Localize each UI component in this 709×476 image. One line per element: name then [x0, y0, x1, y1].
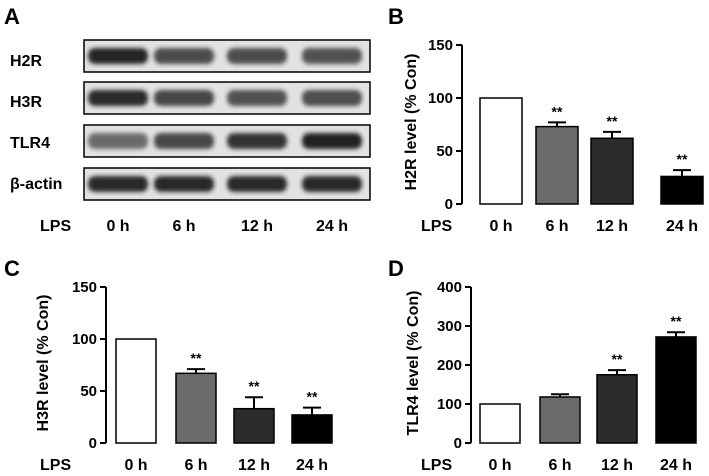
lps-label-a: LPS	[40, 218, 71, 235]
y-tick-label-b-150: 150	[428, 37, 453, 54]
category-label-c-2: 6 h	[184, 457, 207, 474]
significance-b-4: **	[677, 151, 688, 167]
bar-b-3	[590, 137, 634, 205]
y-axis-label-c: H3R level (% Con)	[35, 295, 52, 432]
category-label-d-2: 6 h	[548, 457, 571, 474]
band-beta-actin-lane-4	[302, 176, 362, 192]
band-h3r-lane-1	[88, 90, 148, 106]
band-tlr4-lane-4	[302, 133, 362, 149]
y-tick-label-d-200: 200	[437, 357, 462, 374]
significance-c-3: **	[249, 378, 260, 394]
bar-c-3	[233, 407, 275, 444]
band-h2r-lane-4	[302, 48, 362, 64]
bar-b-4	[660, 175, 704, 205]
category-label-b-2: 6 h	[545, 218, 568, 235]
plot-d: 0 100 200 300 400 0 h 6 h ** 12 h ** 24 h	[437, 279, 697, 474]
category-label-d-1: 0 h	[488, 457, 511, 474]
category-label-d-3: 12 h	[601, 457, 633, 474]
band-tlr4-lane-1	[88, 133, 148, 149]
lane-label-12h: 12 h	[241, 218, 273, 235]
lps-label-d: LPS	[421, 457, 452, 474]
y-axis-label-d: TLR4 level (% Con)	[405, 291, 422, 436]
panel-a-western-blot: A H2R H3R TLR4 β-actin LPS 0 h 6 h 12 h …	[4, 4, 371, 235]
bar-c-2	[175, 372, 217, 444]
plot-c: 0 50 100 150 0 h ** 6 h ** 12 h ** 24 h	[72, 279, 333, 474]
band-h3r-lane-3	[227, 90, 287, 106]
y-tick-label-c-150: 150	[72, 279, 97, 296]
y-tick-label-b-100: 100	[428, 90, 453, 107]
blot-label-h3r: H3R	[10, 94, 42, 111]
y-tick-label-d-400: 400	[437, 279, 462, 296]
blot-strip-tlr4	[83, 124, 371, 158]
panel-letter-c: C	[4, 256, 20, 281]
panel-b-h2r-chart: B H2R level (% Con) 0 50 100 150 0 h ** 6 h ** 1…	[388, 4, 704, 235]
category-label-b-3: 12 h	[596, 218, 628, 235]
category-label-c-4: 24 h	[296, 457, 328, 474]
band-tlr4-lane-2	[154, 133, 214, 149]
bar-c-1	[115, 338, 157, 444]
y-tick-label-c-50: 50	[80, 383, 97, 400]
panel-c-h3r-chart: C H3R level (% Con) 0 50 100 150 0 h ** 6 h ** 1…	[4, 256, 333, 474]
bar-d-4	[655, 336, 697, 444]
bar-b-1	[479, 97, 523, 205]
y-tick-label-d-300: 300	[437, 318, 462, 335]
blot-strips	[83, 39, 371, 201]
category-label-b-4: 24 h	[666, 218, 698, 235]
category-label-d-4: 24 h	[660, 457, 692, 474]
y-tick-label-d-100: 100	[437, 396, 462, 413]
band-beta-actin-lane-3	[227, 176, 287, 192]
significance-d-4: **	[671, 313, 682, 329]
y-axis-label-b: H2R level (% Con)	[403, 54, 420, 191]
band-h2r-lane-2	[154, 48, 214, 64]
panel-d-tlr4-chart: D TLR4 level (% Con) 0 100 200 300 400 0 h 6 h…	[388, 256, 697, 474]
blot-strip-h3r	[83, 81, 371, 115]
y-tick-label-b-0: 0	[445, 196, 453, 213]
bar-b-2	[535, 125, 579, 205]
panel-letter-a: A	[4, 4, 20, 29]
significance-d-3: **	[612, 351, 623, 367]
y-tick-label-c-100: 100	[72, 331, 97, 348]
bar-d-2	[539, 396, 581, 444]
band-h3r-lane-2	[154, 90, 214, 106]
significance-c-4: **	[307, 389, 318, 405]
band-h3r-lane-4	[302, 90, 362, 106]
blot-label-tlr4: TLR4	[10, 135, 50, 152]
lane-label-0h: 0 h	[106, 218, 129, 235]
blot-strip-h2r	[83, 39, 371, 73]
band-beta-actin-lane-1	[88, 176, 148, 192]
plot-b: 0 50 100 150 0 h ** 6 h ** 12 h ** 24 h	[428, 37, 704, 235]
significance-b-2: **	[552, 103, 563, 119]
band-tlr4-lane-3	[227, 133, 287, 149]
blot-label-h2r: H2R	[10, 53, 42, 70]
lane-label-24h: 24 h	[316, 218, 348, 235]
blot-label-beta-actin: β-actin	[10, 176, 62, 193]
bar-d-3	[596, 374, 638, 444]
band-beta-actin-lane-2	[154, 176, 214, 192]
significance-c-2: **	[191, 350, 202, 366]
y-tick-label-c-0: 0	[89, 435, 97, 452]
bar-c-4	[291, 414, 333, 444]
y-tick-label-b-50: 50	[436, 143, 453, 160]
lane-label-6h: 6 h	[172, 218, 195, 235]
significance-b-3: **	[607, 113, 618, 129]
lps-label-c: LPS	[40, 457, 71, 474]
bar-d-1	[479, 403, 521, 444]
panel-letter-d: D	[388, 256, 404, 281]
category-label-c-1: 0 h	[124, 457, 147, 474]
band-h2r-lane-1	[88, 48, 148, 64]
y-tick-label-d-0: 0	[454, 435, 462, 452]
band-h2r-lane-3	[227, 48, 287, 64]
category-label-b-1: 0 h	[489, 218, 512, 235]
blot-strip-beta-actin	[83, 167, 371, 201]
category-label-c-3: 12 h	[238, 457, 270, 474]
lps-label-b: LPS	[421, 218, 452, 235]
panel-letter-b: B	[388, 4, 404, 29]
